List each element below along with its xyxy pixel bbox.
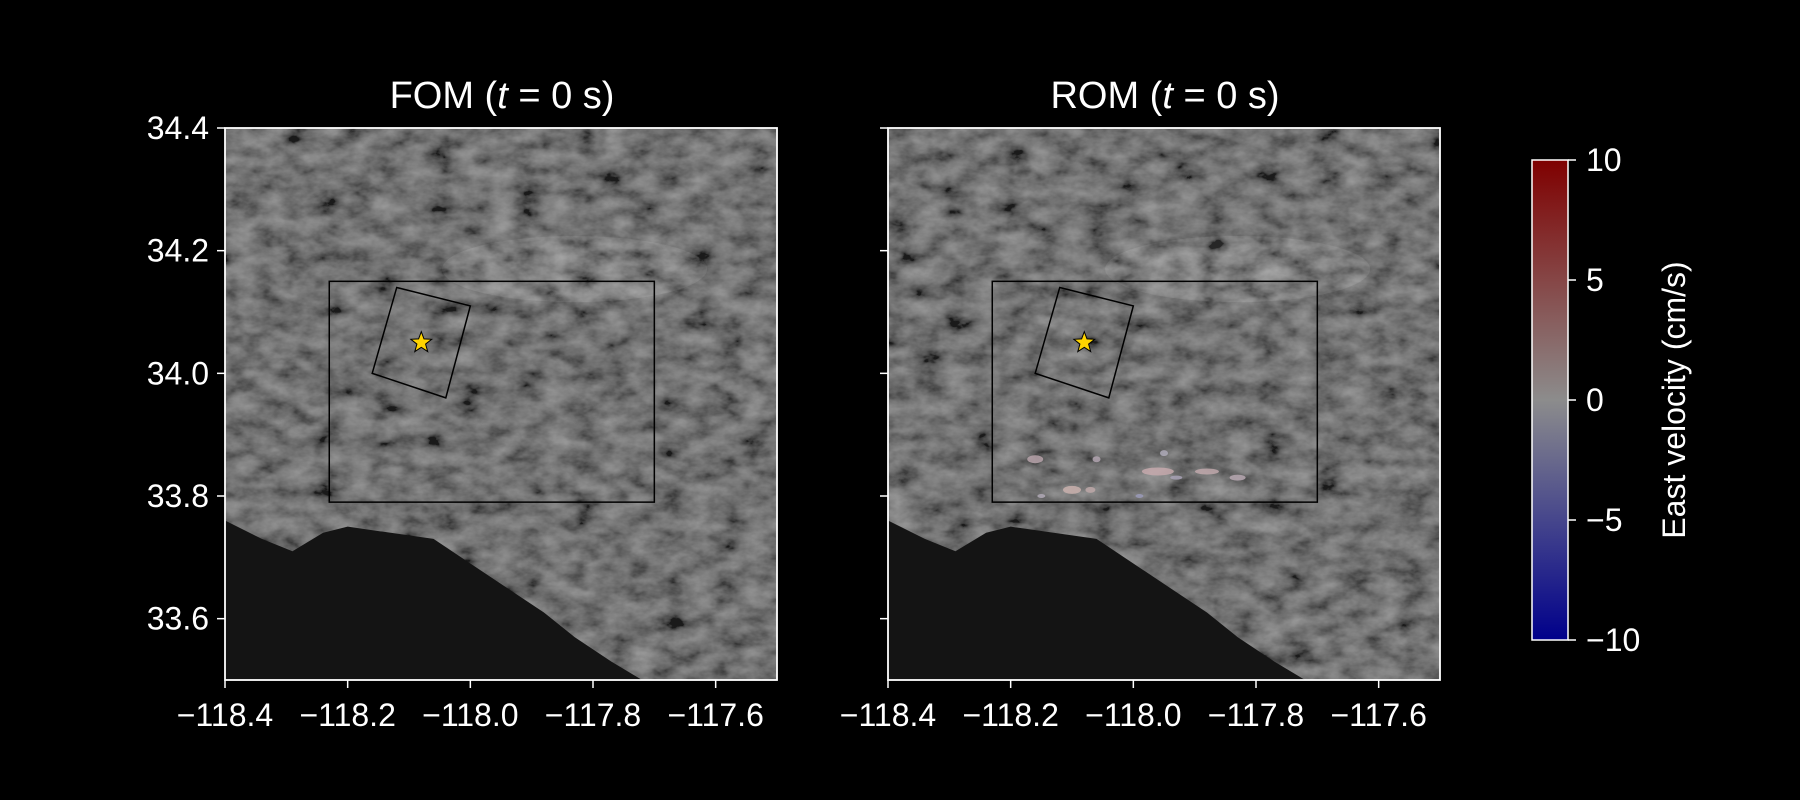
- velocity-patch: [1194, 468, 1219, 475]
- rom-panel-title: ROM (t = 0 s): [1050, 75, 1279, 117]
- velocity-patch: [1085, 486, 1096, 493]
- x-tick-label: −117.8: [1208, 697, 1304, 733]
- epicenter-star-icon: [1072, 330, 1097, 353]
- ocean: [888, 520, 1306, 680]
- domain-box: [991, 280, 1319, 503]
- y-tick-label: 33.6: [147, 601, 209, 637]
- rom-map-panel: ROM (t = 0 s) −118.4 −118.2 −118.0 −117.8 −1…: [840, 75, 1441, 733]
- axes-frame: [224, 127, 778, 681]
- domain-box: [328, 280, 656, 503]
- velocity-patch: [1160, 450, 1168, 457]
- x-tick-label: −117.6: [1330, 697, 1426, 733]
- velocity-patch: [1141, 467, 1174, 476]
- x-tick-label: −118.0: [422, 697, 518, 733]
- colorbar-tick-label: 0: [1586, 382, 1604, 418]
- fom-map-area: −118.4 −118.2 −118.0 −117.8 −117.6 34.4 34.2 34…: [147, 110, 778, 733]
- colorbar-label: East velocity (cm/s): [1656, 261, 1692, 538]
- y-tick-label: 34.0: [147, 355, 209, 391]
- colorbar-ticks: 10 5 0 −5 −10: [1568, 142, 1640, 658]
- velocity-patch: [1063, 485, 1081, 494]
- axes-frame: [887, 127, 1441, 681]
- velocity-patch: [1229, 474, 1246, 481]
- x-tick-label: −118.4: [177, 697, 273, 733]
- epicenter-star-icon: [409, 330, 434, 353]
- colorbar: 10 5 0 −5 −10 East velocity (cm/s): [1531, 142, 1692, 658]
- velocity-patch: [1135, 494, 1144, 498]
- colorbar-gradient: [1531, 159, 1569, 641]
- y-tick-label: 34.4: [147, 110, 209, 146]
- velocity-patch: [1027, 455, 1044, 464]
- colorbar-tick-label: −10: [1586, 622, 1640, 658]
- velocity-patch: [1170, 475, 1183, 480]
- fom-map-panel: FOM (t = 0 s) −118.4 −118.2 −118.0 −117.8 −1…: [147, 75, 778, 733]
- velocity-patch: [1037, 494, 1046, 498]
- colorbar-tick-label: 5: [1586, 262, 1604, 298]
- y-tick-label: 34.2: [147, 233, 209, 269]
- x-tick-label: −117.8: [545, 697, 641, 733]
- x-tick-label: −118.2: [299, 697, 395, 733]
- fault-box: [371, 286, 472, 399]
- x-tick-label: −118.0: [1085, 697, 1181, 733]
- x-tick-label: −117.6: [667, 697, 763, 733]
- colorbar-tick-label: 10: [1586, 142, 1622, 178]
- rom-map-area: −118.4 −118.2 −118.0 −117.8 −117.6: [840, 127, 1441, 733]
- y-tick-label: 33.8: [147, 478, 209, 514]
- velocity-patch: [1092, 456, 1101, 463]
- fom-panel-title: FOM (t = 0 s): [390, 75, 615, 117]
- colorbar-tick-label: −5: [1586, 502, 1622, 538]
- x-tick-label: −118.4: [840, 697, 936, 733]
- fault-box: [1034, 286, 1135, 399]
- ocean: [225, 520, 643, 680]
- x-tick-label: −118.2: [962, 697, 1058, 733]
